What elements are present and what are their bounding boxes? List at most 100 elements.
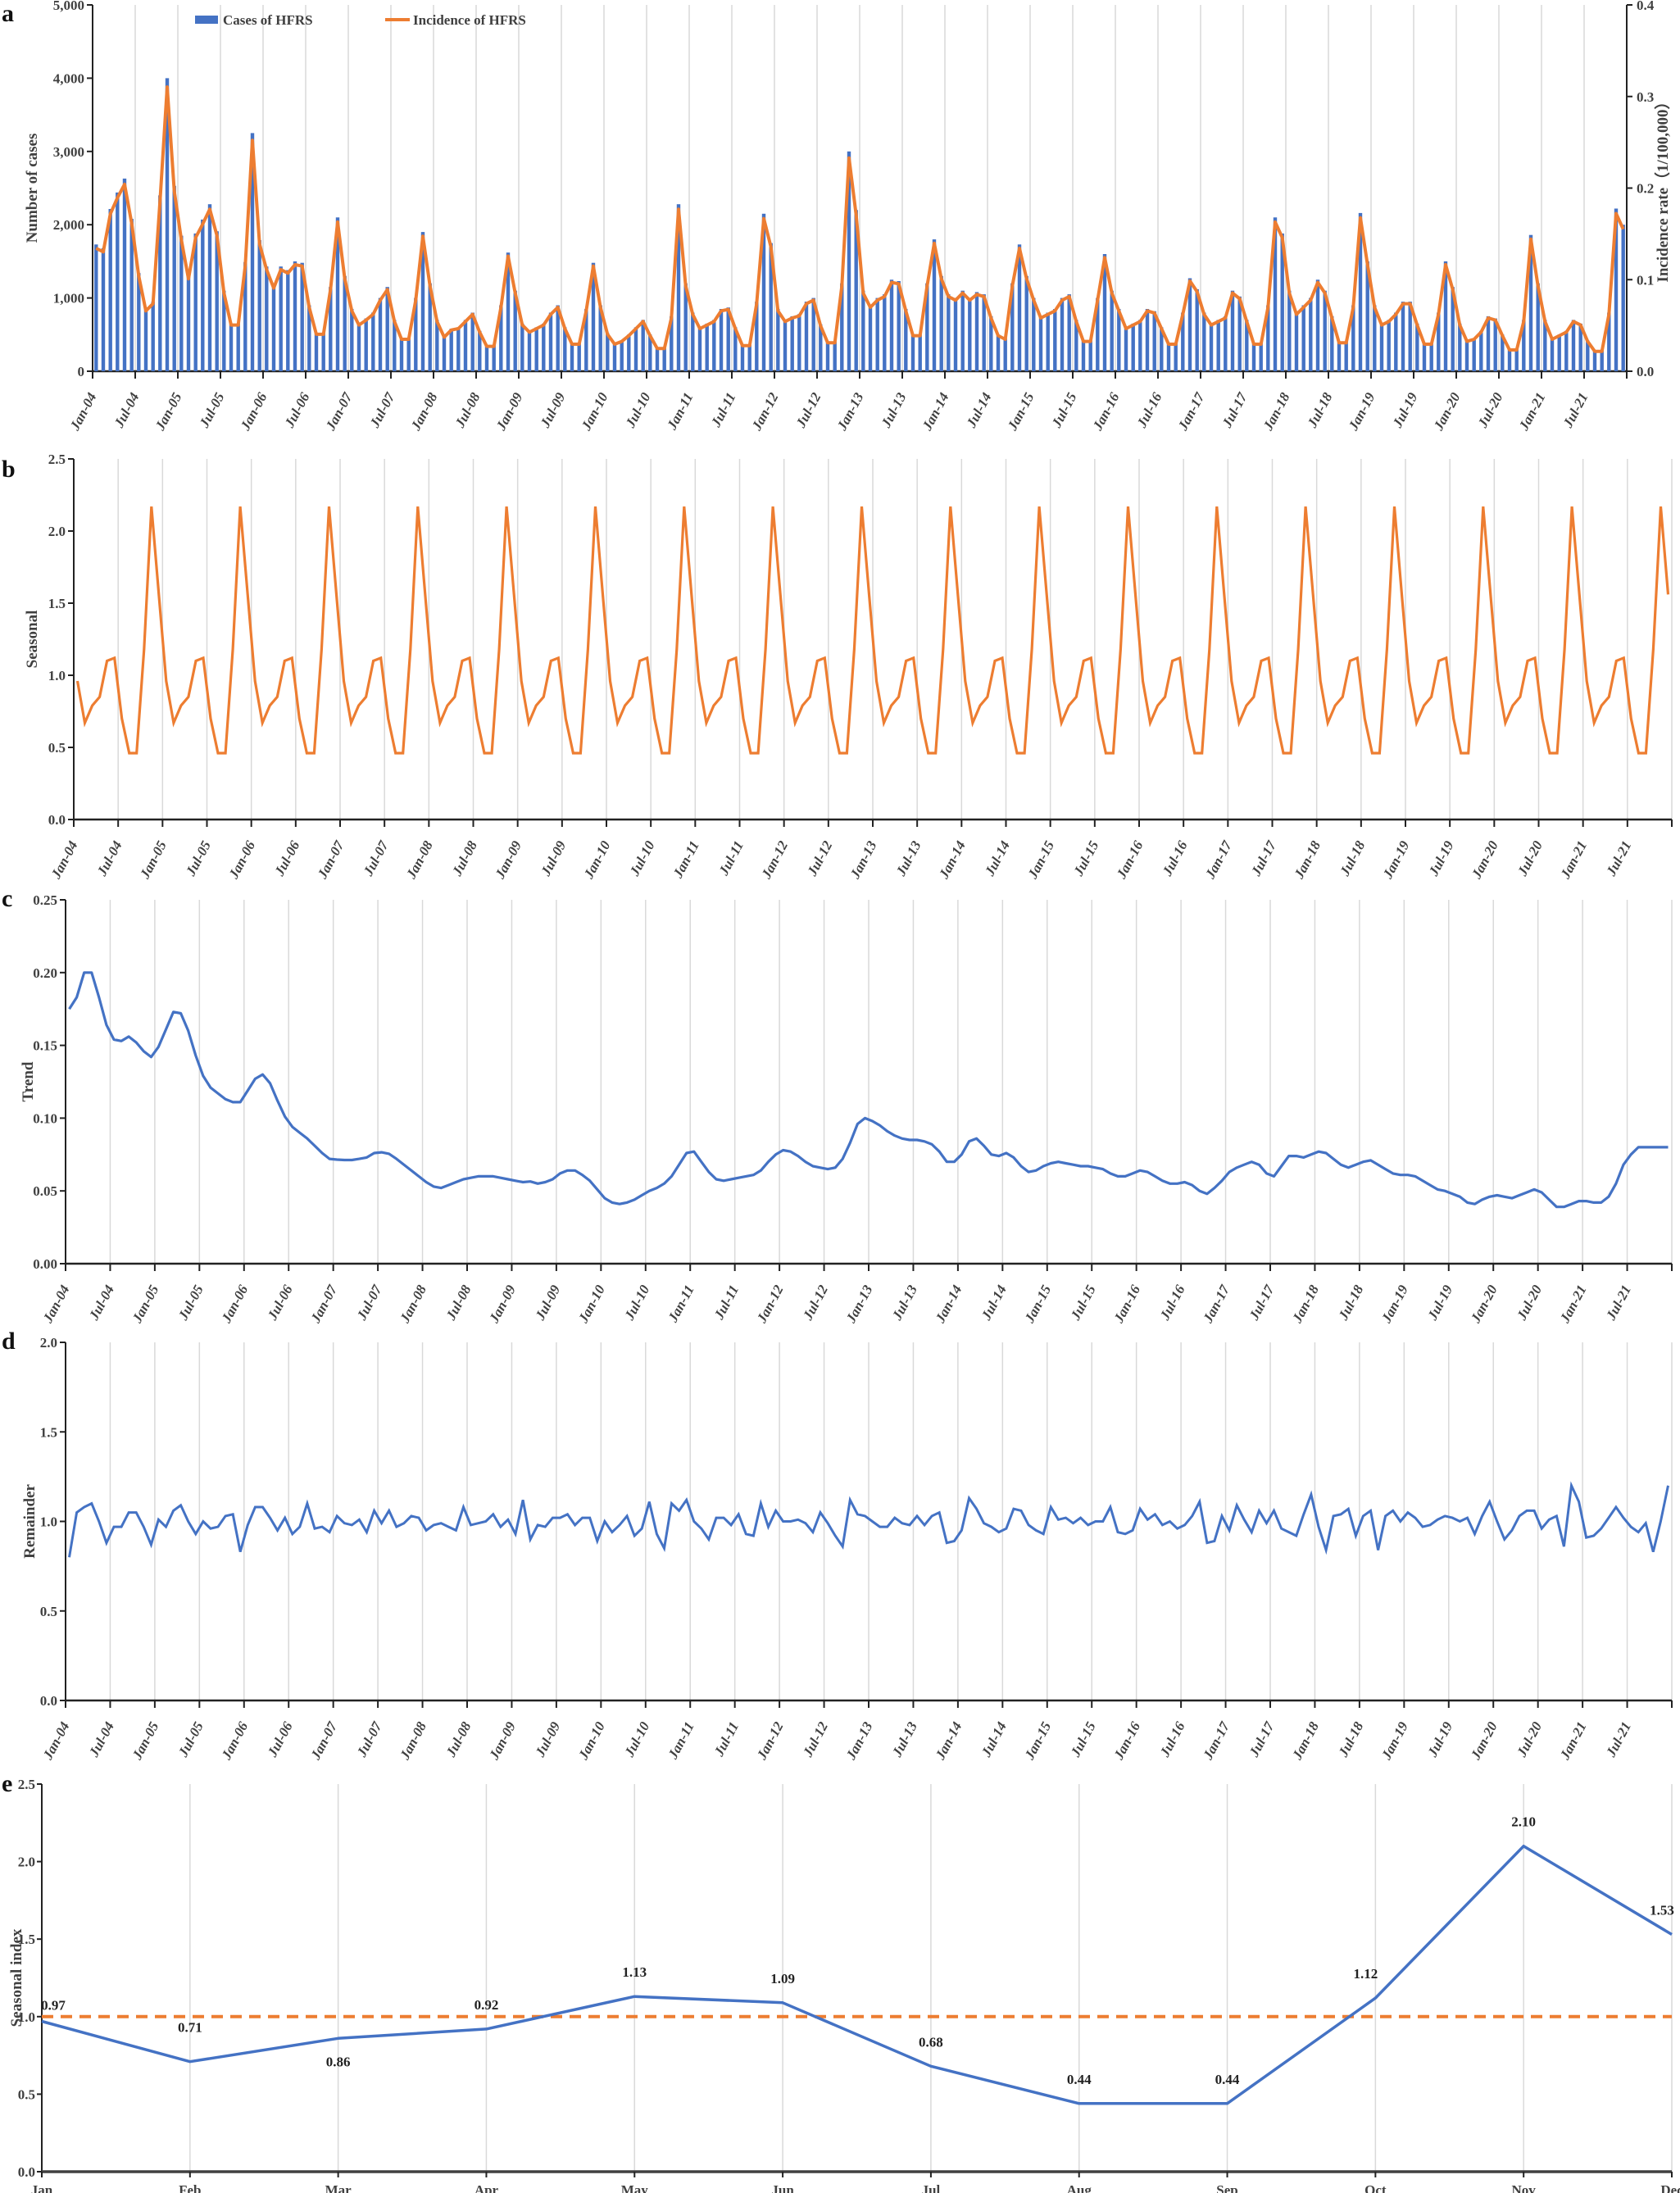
x-tick-label: Jul-16 — [1159, 838, 1191, 879]
y2-tick-label: 0.0 — [1637, 364, 1654, 379]
x-tick-label: Jan-19 — [1378, 1283, 1412, 1327]
x-tick-label: Jan-15 — [1004, 390, 1038, 434]
bar-cases — [1394, 312, 1398, 371]
panel-letter-e: e — [2, 1770, 13, 1797]
x-tick-label: Apr — [474, 2182, 499, 2193]
bar-cases — [1607, 312, 1611, 371]
x-tick-label: Jul-08 — [443, 1283, 474, 1324]
x-tick-label: Mar — [325, 2182, 352, 2193]
x-tick-label: Jan-14 — [936, 838, 969, 882]
bar-cases — [1486, 316, 1491, 371]
chart-c-trend: Jan-04 Jul-04 Jan-05 Jul-05 Jan-06 Jul-06 Jan-… — [20, 892, 1673, 1327]
bar-cases — [740, 344, 745, 371]
bar-cases — [697, 327, 702, 371]
x-tick-label: Jul-10 — [622, 390, 654, 431]
bar-cases — [641, 320, 645, 371]
bar-cases — [1536, 283, 1540, 371]
x-tick-label: Jul-12 — [792, 390, 824, 431]
x-tick-label: Jul-06 — [264, 1719, 296, 1760]
bar-cases — [840, 283, 844, 371]
data-label: 1.12 — [1353, 1966, 1378, 1982]
bar-cases — [300, 262, 304, 371]
x-tick-label: Jan-12 — [748, 390, 782, 434]
x-tick-label: Jul-20 — [1514, 838, 1546, 879]
bar-cases — [435, 320, 439, 371]
bar-cases — [1081, 340, 1086, 371]
x-tick-label: Jan-04 — [39, 1283, 72, 1326]
bar-cases — [378, 297, 383, 371]
x-tick-label: Jul-05 — [175, 1719, 207, 1760]
bar-cases — [265, 266, 269, 371]
bar-cases — [633, 327, 638, 371]
x-tick-label: Jul-09 — [532, 1283, 564, 1324]
line-incidence — [95, 85, 1625, 353]
y-tick-label: 0.0 — [18, 2164, 35, 2180]
bar-cases — [1507, 349, 1512, 371]
panel-letter-b: b — [2, 456, 16, 483]
x-tick-label: Jul-19 — [1425, 838, 1457, 879]
bar-cases — [918, 334, 922, 371]
bar-cases — [215, 231, 219, 371]
bar-cases — [1202, 312, 1206, 371]
y-tick-label: 2.5 — [48, 452, 66, 467]
bar-cases — [385, 287, 389, 371]
y-tick-label: 2.0 — [40, 1335, 57, 1351]
bar-cases — [670, 316, 674, 371]
x-tick-label: Jul-16 — [1133, 390, 1165, 431]
y-tick-label: 2.0 — [48, 524, 66, 539]
bar-cases — [1330, 316, 1334, 371]
bar-cases — [847, 151, 851, 372]
x-tick-label: Jan-21 — [1556, 1719, 1589, 1763]
bar-cases — [989, 316, 993, 371]
y-tick-label: 0.20 — [33, 965, 57, 981]
bar-cases — [321, 333, 325, 371]
bar-cases — [925, 283, 929, 371]
data-label: 1.09 — [770, 1971, 795, 1986]
bar-cases — [783, 320, 788, 371]
bar-cases — [116, 192, 120, 371]
bar-cases — [1024, 275, 1028, 371]
x-tick-label: Jul-10 — [621, 1719, 653, 1760]
y-tick-label: 2.0 — [18, 1855, 35, 1870]
x-tick-label: Jul-14 — [978, 1283, 1010, 1324]
bar-cases — [1493, 318, 1497, 371]
x-tick-label: Jul-13 — [878, 390, 910, 431]
x-tick-label: Jan-15 — [1021, 1283, 1055, 1327]
y2-tick-label: 0.2 — [1637, 181, 1654, 197]
bar-cases — [371, 312, 375, 371]
x-tick-label: Jan-08 — [397, 1283, 430, 1327]
bar-cases — [165, 78, 170, 372]
x-tick-label: Jan-10 — [575, 1719, 609, 1764]
x-tick-label: Jan-13 — [833, 390, 867, 434]
bar-cases — [1472, 338, 1476, 371]
x-tick-label: Jan-21 — [1515, 390, 1548, 434]
data-label: 0.86 — [326, 2054, 351, 2069]
panel-c: c Jan-04 Jul-04 Jan-05 Jul-05 Jan-06 Jul-06 Ja… — [0, 885, 1680, 1328]
bar-cases — [1522, 320, 1526, 371]
panel-a: a Jan-04 Jul-04 Jan-05 Jul-05 Jan-06 Jul-06 Ja… — [0, 0, 1680, 443]
x-tick-label: Jul-04 — [85, 1283, 117, 1324]
bar-cases — [420, 232, 425, 371]
bar-cases — [1379, 323, 1384, 371]
x-tick-label: Jan-07 — [322, 389, 356, 434]
bar-cases — [861, 290, 865, 371]
x-tick-label: Jul-14 — [981, 838, 1013, 879]
x-tick-label: Jan-07 — [307, 1282, 341, 1326]
bar-cases — [1358, 212, 1363, 371]
bar-cases — [1038, 316, 1043, 371]
y-tick-label: 1.0 — [48, 668, 66, 683]
chart-e-seasonal-index: 0.0 0.5 1.0 1.5 2.0 2.5 Jan Feb Mar Apr May Jun Jul A… — [8, 1777, 1680, 2193]
x-tick-label: Jan-11 — [665, 1719, 697, 1762]
bar-cases — [1586, 340, 1590, 371]
bar-cases — [1578, 323, 1582, 371]
bar-cases — [1117, 309, 1121, 371]
bar-cases — [548, 312, 553, 371]
bar-cases — [250, 133, 255, 371]
bar-cases — [449, 329, 453, 371]
legend-label-cases: Cases of HFRS — [223, 12, 313, 28]
bar-cases — [833, 342, 837, 371]
x-tick-label: Jan-06 — [225, 838, 259, 883]
bar-cases — [1600, 351, 1604, 371]
bar-cases — [811, 297, 815, 371]
x-tick-label: Jan-16 — [1089, 390, 1123, 434]
